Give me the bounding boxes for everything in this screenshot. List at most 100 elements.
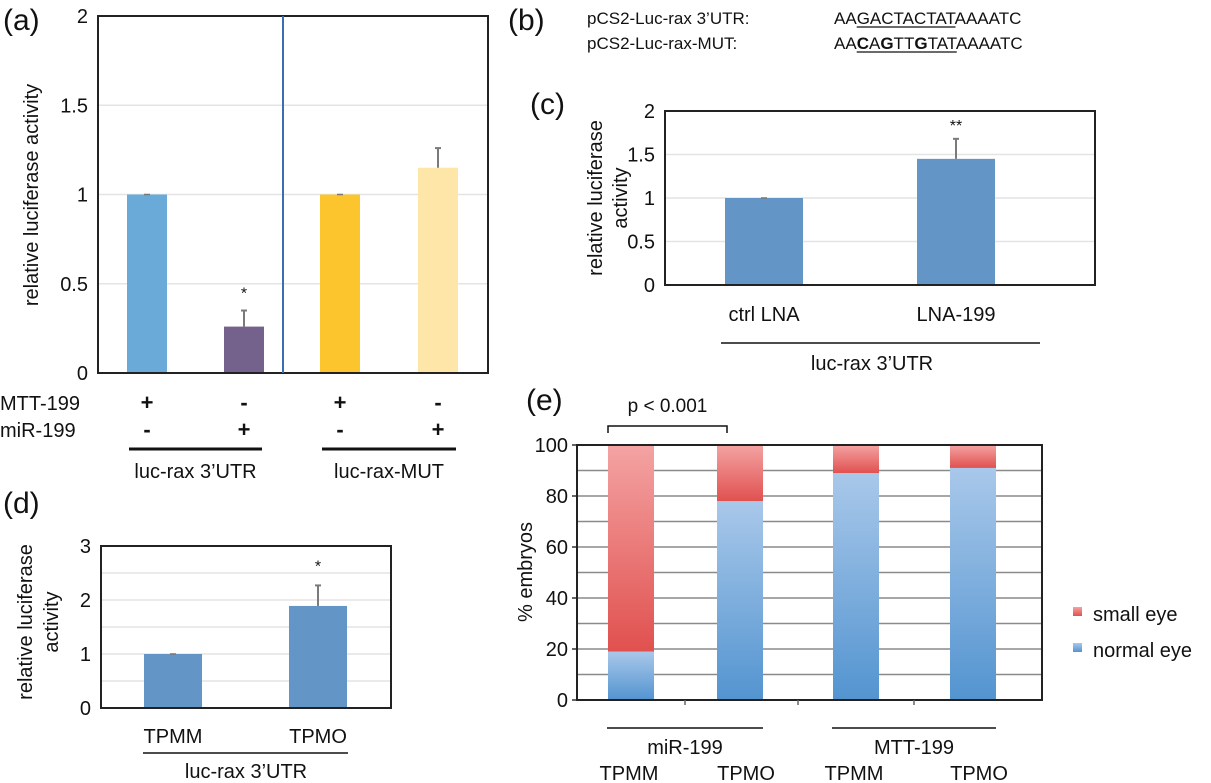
site-base: A <box>869 34 881 53</box>
y-axis-label-line1: relative luciferase <box>585 120 607 276</box>
y-tick-label: 1 <box>77 185 88 207</box>
y-tick-label: 0.5 <box>627 232 655 254</box>
y-tick-label: 2 <box>77 6 88 28</box>
group-label: luc-rax 3’UTR <box>185 761 307 783</box>
site-base: A <box>935 9 947 28</box>
y-tick-label: 1.5 <box>60 95 88 117</box>
significance-marker: * <box>241 286 247 303</box>
stacked-bar-segment-small-eye <box>717 445 763 502</box>
treatment-row-label: miR-199 <box>0 420 76 442</box>
panel-label-d: (d) <box>3 487 40 520</box>
treatment-row-label: MTT-199 <box>0 393 80 415</box>
chart-a: 0 0.5 1 1.5 2 * relative luciferase activity MT… <box>0 6 489 483</box>
sequence-mut: AACAGTTGTATAAAATC <box>834 34 1023 53</box>
y-axis-label-line2: activity <box>610 167 632 228</box>
panel-label-c: (c) <box>530 88 565 121</box>
bar <box>320 194 360 373</box>
stacked-bar-segment-normal-eye <box>950 467 996 700</box>
treatment-sign: - <box>143 417 150 442</box>
site-base: T <box>894 34 904 53</box>
site-base: T <box>947 34 957 53</box>
sequence-name-mut: pCS2-Luc-rax-MUT: <box>587 34 737 53</box>
group-label: luc-rax 3’UTR <box>134 461 256 483</box>
bar <box>224 326 264 373</box>
x-category-label: ctrl LNA <box>728 304 800 326</box>
significance-marker: * <box>315 558 321 575</box>
group-label: luc-rax 3’UTR <box>811 353 933 375</box>
y-tick-label: 1 <box>80 644 91 666</box>
site-base: C <box>881 9 893 28</box>
treatment-sign: + <box>334 390 347 415</box>
site-base: C <box>914 9 926 28</box>
bar <box>127 194 167 373</box>
sequence-panel: pCS2-Luc-rax 3’UTR: pCS2-Luc-rax-MUT: AA… <box>587 9 1023 53</box>
chart-c: 0 0.5 1 1.5 2 ** relative luciferase activity ct… <box>585 101 1096 375</box>
x-category-label: TPMO <box>950 763 1008 783</box>
sequence-name-wt: pCS2-Luc-rax 3’UTR: <box>587 9 750 28</box>
y-tick-label: 60 <box>546 537 568 559</box>
panel-label-e: (e) <box>526 384 563 417</box>
site-base: T <box>946 9 956 28</box>
y-axis-label-line1: relative luciferase <box>15 544 37 700</box>
site-base: A <box>937 34 949 53</box>
legend-swatch <box>1073 643 1082 652</box>
x-category-label: TPMO <box>289 726 347 748</box>
y-axis-label-line2: activity <box>41 591 63 652</box>
bar <box>725 198 803 285</box>
y-axis-label: % embryos <box>515 522 537 622</box>
y-tick-label: 100 <box>535 435 568 457</box>
plot-frame <box>576 444 1043 701</box>
treatment-sign: + <box>238 417 251 442</box>
x-category-label: TPMM <box>825 763 884 783</box>
site-base: T <box>904 34 914 53</box>
plot-frame <box>664 110 1096 286</box>
site-base: G <box>857 9 870 28</box>
y-tick-label: 2 <box>644 101 655 123</box>
bar <box>144 654 202 708</box>
sequence-prefix: AA <box>834 9 857 28</box>
treatment-sign: - <box>336 417 343 442</box>
y-tick-label: 3 <box>80 536 91 558</box>
significance-label: p < 0.001 <box>628 396 708 417</box>
plot-frame <box>97 15 489 374</box>
y-axis-label: relative luciferase activity <box>21 84 43 306</box>
y-tick-label: 0 <box>557 690 568 712</box>
x-category-label: TPMM <box>144 726 203 748</box>
stacked-bar-segment-small-eye <box>833 445 879 474</box>
plot-frame <box>100 545 392 709</box>
bar <box>418 167 458 373</box>
panel-label-b: (b) <box>508 4 545 37</box>
treatment-sign: - <box>240 390 247 415</box>
bar <box>917 158 995 285</box>
mutated-base: G <box>914 34 927 53</box>
significance-marker: ** <box>950 118 962 135</box>
sequence-wt: AAGACTACTATAAAATC <box>834 9 1021 28</box>
site-base: A <box>870 9 882 28</box>
legend-label: small eye <box>1093 604 1177 626</box>
treatment-sign: - <box>434 390 441 415</box>
x-category-label: LNA-199 <box>917 304 996 326</box>
bar <box>289 605 347 708</box>
group-label: miR-199 <box>647 737 723 759</box>
group-label: luc-rax-MUT <box>334 461 444 483</box>
sequence-prefix: AA <box>834 34 857 53</box>
treatment-sign: + <box>141 390 154 415</box>
mutated-base: G <box>880 34 893 53</box>
sequence-suffix: AAAATC <box>956 34 1023 53</box>
stacked-bar-segment-small-eye <box>608 445 654 652</box>
significance-bracket <box>607 425 728 433</box>
legend-label: normal eye <box>1093 640 1192 662</box>
y-tick-label: 2 <box>80 590 91 612</box>
site-base: T <box>926 9 936 28</box>
y-tick-label: 0 <box>644 275 655 297</box>
panel-label-a: (a) <box>3 4 40 37</box>
y-tick-label: 0 <box>77 363 88 385</box>
y-tick-label: 1 <box>644 188 655 210</box>
y-tick-label: 80 <box>546 486 568 508</box>
x-category-label: TPMO <box>717 763 775 783</box>
y-tick-label: 1.5 <box>627 145 655 167</box>
treatment-sign: + <box>432 417 445 442</box>
site-base: T <box>928 34 938 53</box>
y-tick-label: 20 <box>546 639 568 661</box>
